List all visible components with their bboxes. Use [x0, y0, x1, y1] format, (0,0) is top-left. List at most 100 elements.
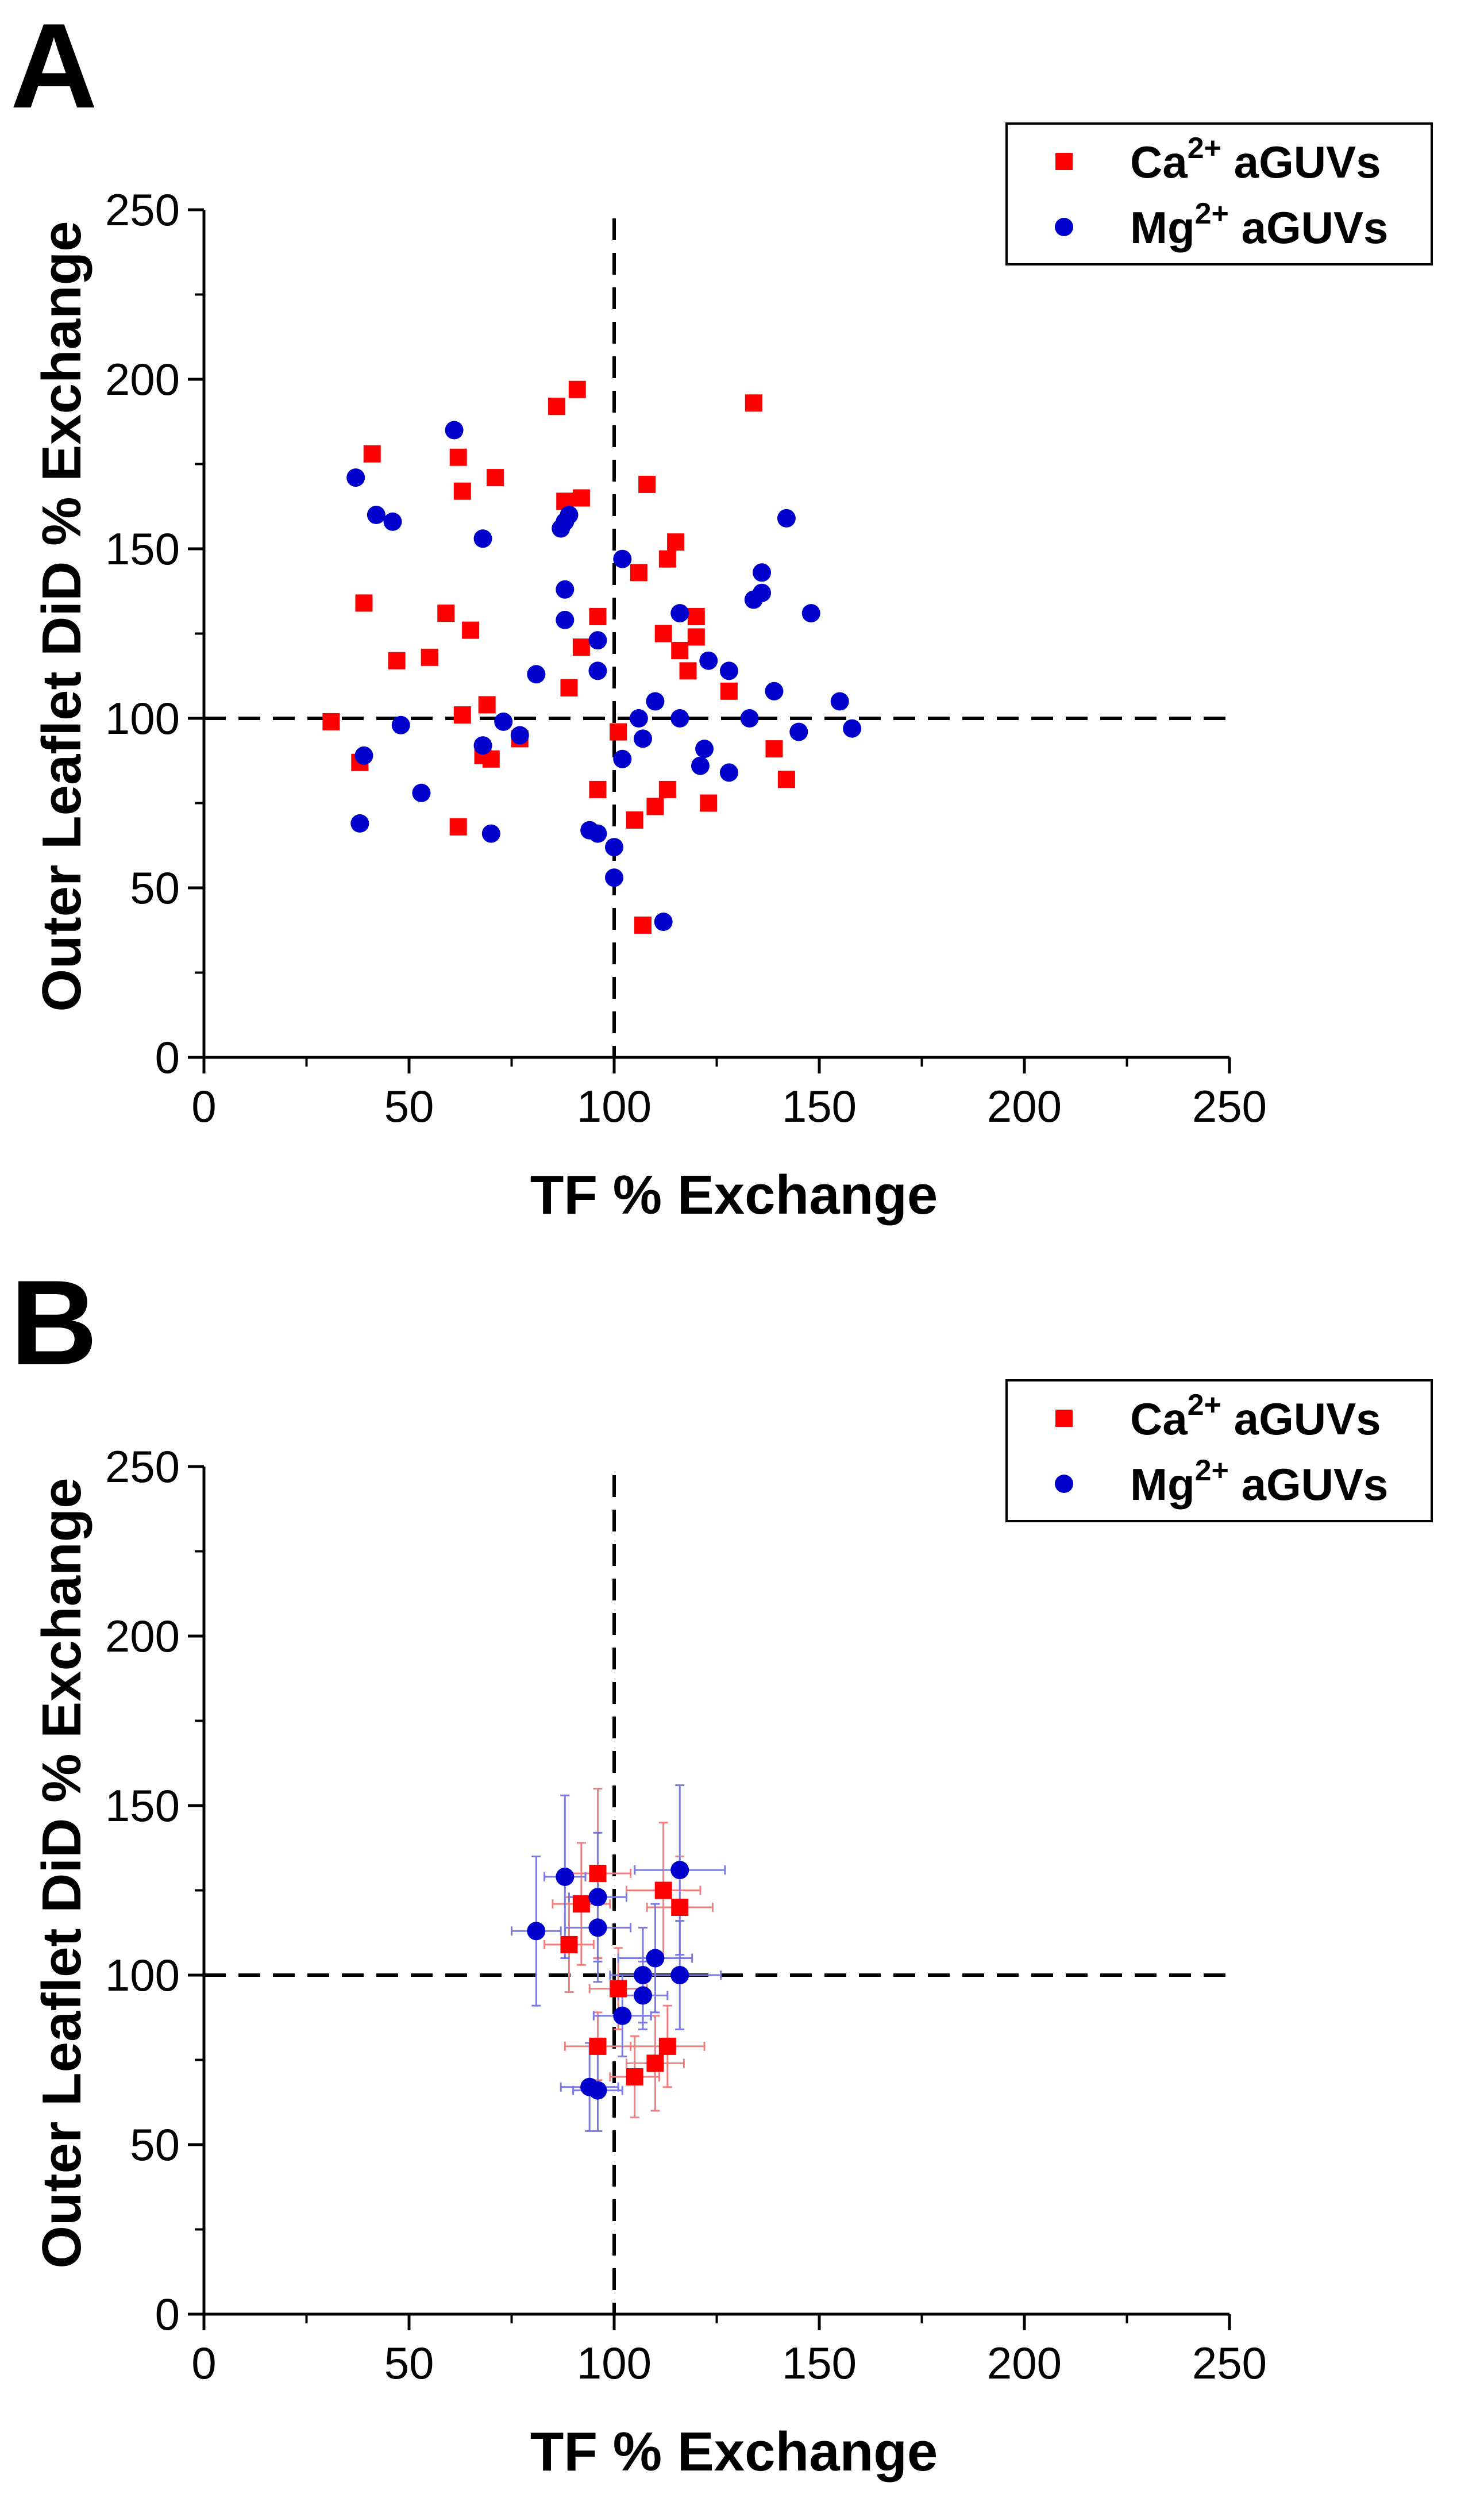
- mg-data-point: [527, 665, 546, 684]
- ca-data-point: [462, 621, 480, 639]
- ca-data-point: [572, 1895, 590, 1913]
- chart-a: 0 50 100 150 200 250 0 50 100 150 200 250 TF % Excha…: [31, 122, 1433, 1226]
- ca-data-point: [671, 1899, 689, 1916]
- ca-data-point: [658, 2037, 676, 2055]
- mg-data-point: [556, 580, 575, 599]
- mg-data-point: [510, 726, 529, 745]
- mg-data-point: [588, 1888, 607, 1907]
- x-tick-label: 150: [782, 1081, 857, 1132]
- panel-b: B 0 50 100 150 200 250 0 50 100 150 200 250 TF % Exc…: [0, 1257, 1484, 2513]
- mg-data-point: [350, 814, 369, 833]
- mg-data-point: [633, 729, 652, 748]
- y-tick-label: 200: [105, 354, 180, 405]
- legend-label: Ca2+ aGUVs: [1130, 132, 1381, 187]
- legend-marker-mg: [1055, 218, 1073, 236]
- x-tick-label: 250: [1192, 2338, 1267, 2388]
- mg-data-point: [670, 709, 689, 728]
- legend-box: [1005, 122, 1433, 265]
- mg-data-point: [588, 661, 607, 680]
- mg-data-point: [473, 529, 492, 548]
- y-axis-title: Outer Leaflet DiD % Exchange: [31, 1477, 92, 2268]
- ca-data-point: [486, 469, 504, 487]
- mg-data-point: [346, 468, 365, 487]
- mg-data-point: [613, 2006, 632, 2025]
- y-tick-label: 150: [105, 1780, 180, 1831]
- ca-data-point: [449, 448, 467, 466]
- mg-data-point: [556, 610, 575, 629]
- ca-data-point: [630, 564, 647, 582]
- mg-data-point: [670, 1861, 689, 1880]
- legend-marker-mg: [1055, 1475, 1073, 1493]
- x-tick-label: 250: [1192, 1081, 1267, 1132]
- mg-data-point: [670, 604, 689, 623]
- ca-data-point: [589, 608, 607, 625]
- mg-data-point: [560, 506, 579, 524]
- ca-data-point: [679, 662, 697, 680]
- mg-data-point: [588, 1918, 607, 1937]
- ca-data-point: [437, 605, 455, 622]
- mg-data-point: [830, 692, 849, 711]
- legend-label: Ca2+ aGUVs: [1130, 1388, 1381, 1444]
- ca-data-point: [589, 780, 607, 798]
- x-tick-label: 0: [191, 2338, 216, 2388]
- mg-data-point: [383, 512, 402, 531]
- mg-data-point: [633, 1986, 652, 2005]
- legend-box: [1005, 1379, 1433, 1522]
- x-tick-label: 100: [577, 2338, 652, 2388]
- ca-data-point: [363, 445, 381, 463]
- ca-data-point: [610, 723, 627, 741]
- x-axis-title: TF % Exchange: [530, 1164, 938, 1226]
- y-tick-label: 50: [130, 863, 180, 913]
- ca-data-point: [654, 1881, 672, 1899]
- y-tick-label: 250: [105, 1441, 180, 1492]
- ca-data-point: [634, 916, 652, 934]
- ca-data-point: [322, 713, 340, 730]
- ca-data-point: [478, 696, 496, 714]
- ca-data-point: [626, 811, 643, 829]
- ca-data-point: [626, 2068, 643, 2085]
- mg-data-point: [605, 838, 623, 857]
- ca-data-point: [453, 706, 471, 724]
- x-tick-label: 200: [987, 1081, 1062, 1132]
- ca-data-point: [421, 648, 438, 666]
- mg-data-point: [445, 421, 464, 440]
- mg-data-point: [654, 913, 673, 931]
- mg-data-point: [740, 709, 759, 728]
- legend-marker-ca: [1055, 153, 1073, 170]
- y-tick-label: 100: [105, 1950, 180, 2000]
- mg-data-point: [367, 506, 386, 524]
- x-tick-label: 150: [782, 2338, 857, 2388]
- ca-data-point: [638, 475, 656, 493]
- ca-data-point: [687, 608, 705, 625]
- y-tick-label: 50: [130, 2119, 180, 2170]
- mg-data-point: [753, 563, 772, 582]
- panel-a: A 0 50 100 150 200 250 0 50 100 150 200 250 TF % Exc…: [0, 0, 1484, 1256]
- mg-data-point: [765, 682, 784, 701]
- ca-data-point: [658, 550, 676, 568]
- x-tick-label: 50: [384, 1081, 434, 1132]
- y-tick-label: 0: [155, 1032, 180, 1083]
- mg-data-point: [753, 583, 772, 602]
- ca-data-point: [700, 794, 718, 812]
- ca-data-point: [777, 771, 795, 788]
- mg-data-point: [633, 1966, 652, 1984]
- ca-data-point: [355, 594, 373, 612]
- mg-data-point: [691, 756, 710, 775]
- panel-a-label: A: [10, 0, 98, 133]
- mg-data-point: [481, 824, 500, 843]
- mg-data-point: [699, 651, 718, 670]
- mg-data-point: [646, 1949, 665, 1968]
- ca-data-point: [671, 642, 689, 659]
- mg-data-point: [354, 746, 373, 765]
- mg-data-point: [719, 763, 738, 782]
- mg-data-point: [473, 736, 492, 755]
- ca-data-point: [548, 398, 566, 415]
- ca-data-point: [449, 818, 467, 836]
- mg-data-point: [588, 631, 607, 650]
- y-tick-label: 0: [155, 2289, 180, 2339]
- ca-data-point: [572, 489, 590, 507]
- x-tick-label: 50: [384, 2338, 434, 2388]
- mg-data-point: [801, 604, 820, 623]
- y-tick-label: 250: [105, 184, 180, 235]
- ca-data-point: [765, 740, 783, 758]
